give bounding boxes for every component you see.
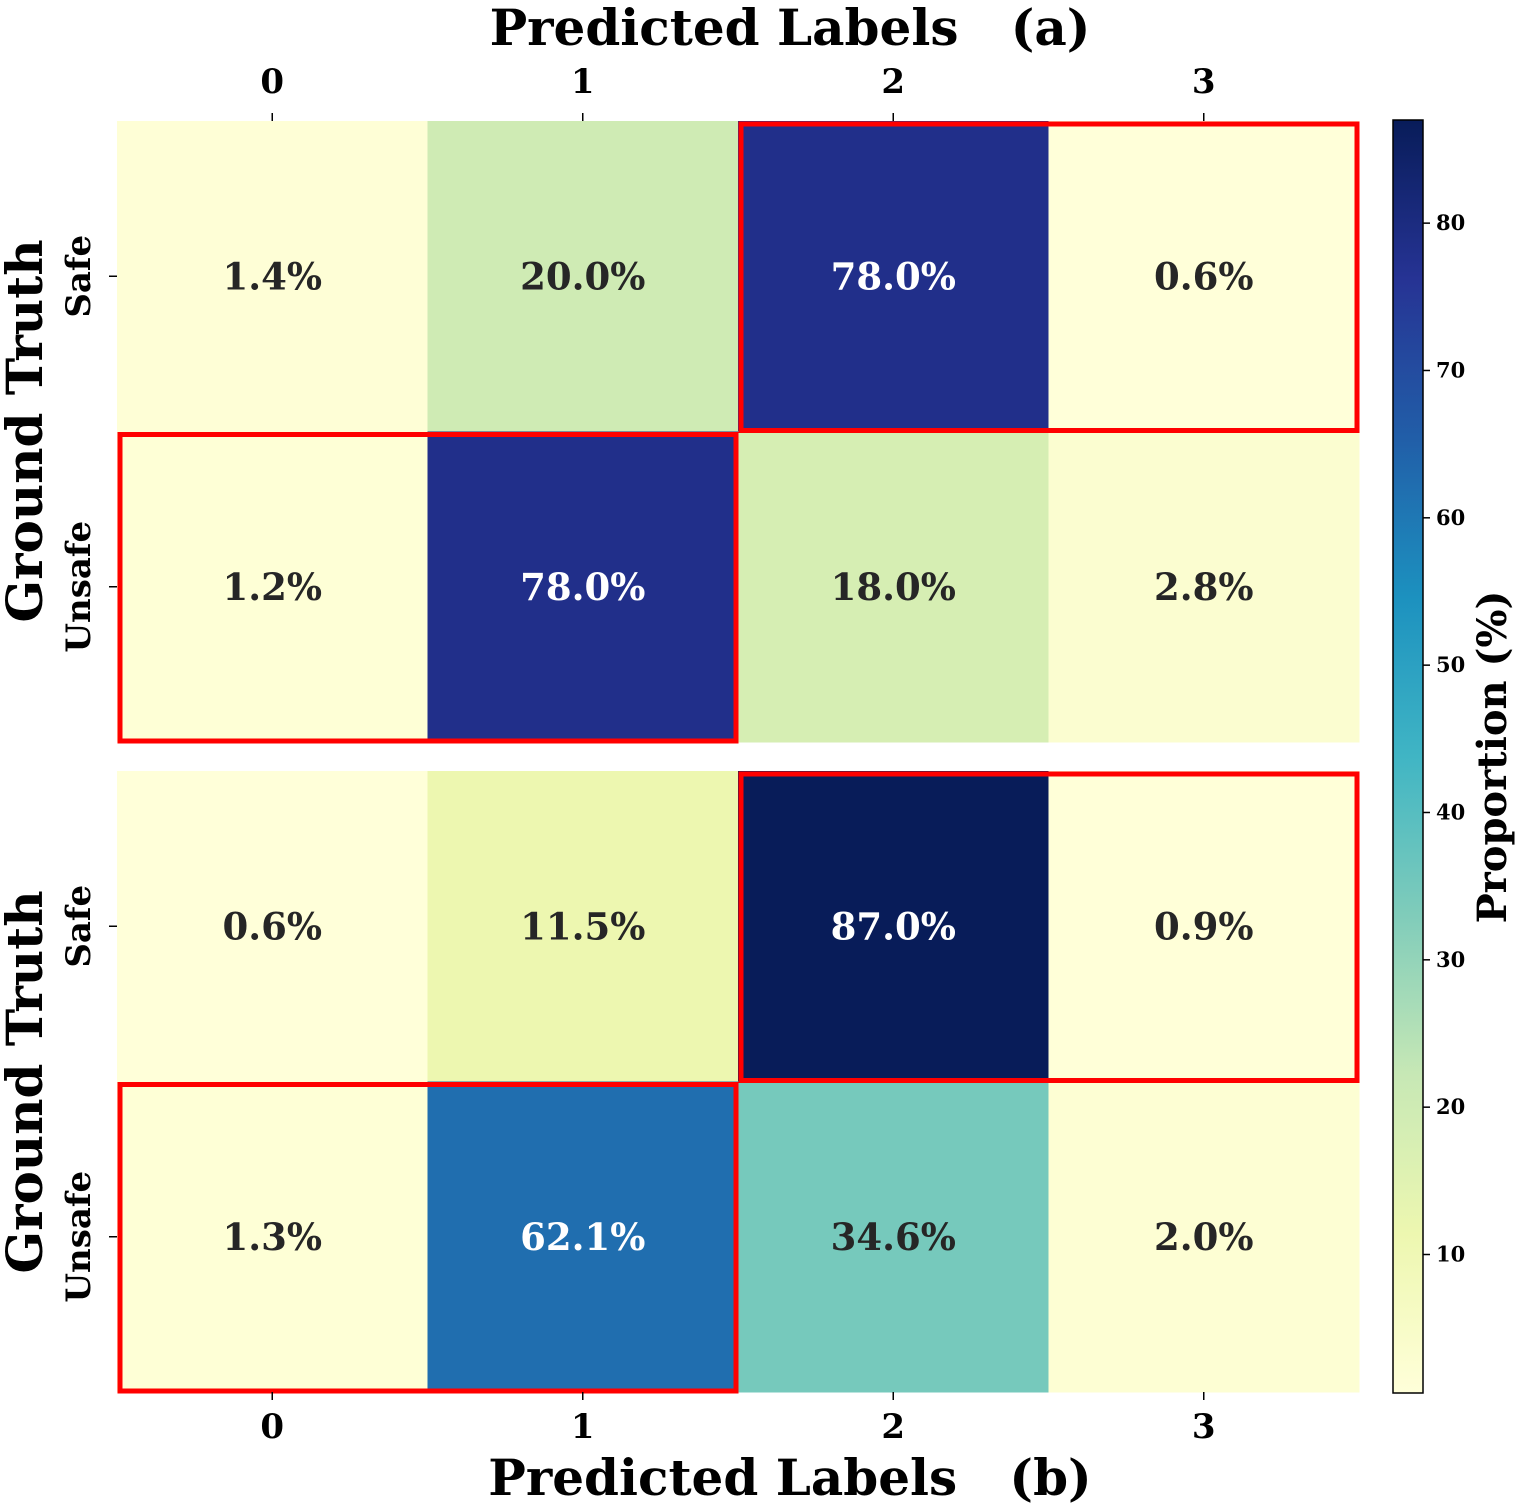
heatmap-cell [427,121,739,432]
cell-value-label: 18.0% [831,565,956,609]
heatmap-cell [738,771,1049,1082]
heatmap-cell [738,431,1049,743]
cell-value-label: 62.1% [520,1215,645,1259]
heatmap-cell [117,431,428,743]
highlight-box [738,121,1360,433]
colorbar-title: Proportion (%) [1469,591,1516,924]
cell-value-label: 0.9% [1154,904,1254,948]
y-tick-label: Unsafe [59,521,99,653]
heatmap-cell [117,1081,428,1393]
heatmap-cell [738,1081,1049,1393]
cell-value-label: 0.6% [1154,254,1254,298]
colorbar-tick-label: 70 [1436,357,1465,382]
x-tick-label: 2 [881,62,905,102]
colorbar-tick-label: 60 [1436,505,1465,530]
y-axis-title-b: Ground Truth [0,890,54,1273]
x-axis-title-b: Predicted Labels (b) [488,1448,1091,1507]
cell-value-label: 1.3% [222,1215,322,1259]
cell-value-label: 2.8% [1154,565,1254,609]
colorbar-tick-label: 50 [1436,652,1465,677]
cell-value-label: 2.0% [1154,1215,1254,1259]
heatmap-cell [427,771,739,1082]
colorbar: 10 20 30 40 50 60 70 80 Proportion (%) [1392,119,1516,1394]
heatmap-cell [1048,771,1360,1082]
colorbar-tick-label: 80 [1436,210,1465,235]
heatmap-cell [117,771,428,1082]
cell-value-label: 87.0% [831,904,956,948]
heatmap-panel-b: 0.6% 11.5% 87.0% 0.9% 1.3% 62.1% 34.6% 2.0% 0 1 2… [0,771,1360,1507]
x-tick-label: 3 [1192,62,1216,102]
colorbar-tick-label: 30 [1436,947,1465,972]
y-tick-label: Safe [59,235,99,318]
heatmap-cell [1048,121,1360,432]
x-tick-label: 3 [1192,1407,1216,1447]
heatmap-cell [738,121,1049,432]
heatmap-cell [117,121,428,432]
cell-value-label: 20.0% [520,254,645,298]
heatmap-panel-a: 1.4% 20.0% 78.0% 0.6% 1.2% 78.0% 18.0% 2.8% 0 1 2… [0,0,1360,744]
cell-value-label: 11.5% [520,904,645,948]
colorbar-gradient [1392,119,1424,1394]
cell-value-label: 34.6% [831,1215,956,1259]
colorbar-tick-label: 20 [1436,1094,1465,1119]
highlight-box [738,771,1360,1083]
x-tick-label: 1 [571,1407,595,1447]
x-tick-label: 2 [881,1407,905,1447]
highlight-box [117,432,739,744]
highlight-box [117,1082,739,1394]
cell-value-label: 1.4% [222,254,322,298]
heatmap-cell [427,431,739,743]
x-axis-title-a: Predicted Labels (a) [490,0,1091,57]
x-tick-label: 1 [571,62,595,102]
cell-value-label: 0.6% [222,904,322,948]
cell-value-label: 1.2% [222,565,322,609]
heatmap-cell [1048,431,1360,743]
colorbar-tick-label: 10 [1436,1242,1465,1267]
x-tick-label: 0 [260,1407,284,1447]
heatmap-cell [427,1081,739,1393]
y-tick-label: Unsafe [59,1171,99,1303]
y-tick-label: Safe [59,885,99,968]
colorbar-tick-label: 40 [1436,799,1465,824]
y-axis-title-a: Ground Truth [0,239,54,622]
cell-value-label: 78.0% [831,254,956,298]
cell-value-label: 78.0% [520,565,645,609]
heatmap-cell [1048,1081,1360,1393]
x-tick-label: 0 [260,62,284,102]
